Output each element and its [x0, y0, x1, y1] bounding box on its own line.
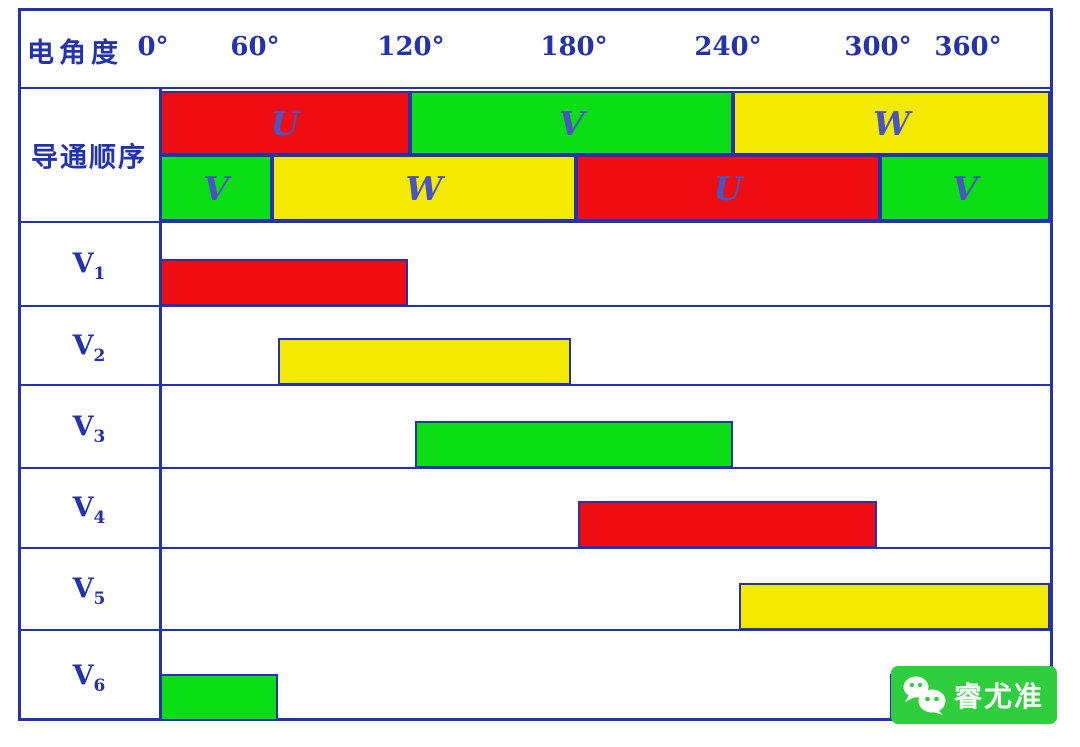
switch-bar-v2 — [278, 338, 571, 385]
table-outer-border — [18, 8, 1053, 721]
row-label-v1: V1 — [72, 248, 106, 284]
grid-line-h — [18, 87, 1053, 89]
switch-bar-v5 — [739, 583, 1050, 630]
phase-bar-v: V — [160, 155, 272, 221]
phase-bar-v: V — [880, 155, 1050, 221]
row-label-v6: V6 — [72, 660, 106, 696]
label-column-divider — [159, 88, 162, 721]
switch-bar-v3 — [415, 421, 733, 468]
watermark-text: 睿尤准 — [954, 680, 1045, 713]
row-label-v2: V2 — [72, 330, 106, 366]
axis-tick-label: 180° — [540, 32, 608, 62]
axis-tick-label: 240° — [694, 32, 762, 62]
row-label-sequence: 导通顺序 — [31, 142, 147, 174]
phase-bar-u: U — [576, 155, 880, 221]
phase-letter: V — [558, 103, 585, 143]
phase-letter: V — [952, 168, 978, 208]
wechat-icon — [903, 676, 946, 715]
phase-bar-w: W — [272, 155, 576, 221]
grid-line-h — [18, 384, 1053, 386]
phase-letter: V — [203, 168, 229, 208]
axis-tick-label: 300° — [844, 32, 912, 62]
axis-tick-label: 120° — [377, 32, 445, 62]
grid-line-h — [18, 547, 1053, 549]
watermark-badge: 睿尤准 — [891, 666, 1057, 724]
grid-line-h — [18, 221, 1053, 223]
grid-line-h — [18, 305, 1053, 307]
phase-letter: U — [270, 103, 300, 143]
axis-tick-label: 60° — [230, 32, 280, 62]
axis-title: 电角度 — [27, 38, 123, 69]
axis-tick-label: 0° — [137, 32, 169, 62]
grid-line-h — [18, 467, 1053, 469]
axis-tick-label: 360° — [934, 32, 1002, 62]
phase-letter: U — [713, 168, 743, 208]
row-label-v3: V3 — [72, 411, 106, 447]
row-label-v5: V5 — [72, 573, 106, 609]
phase-bar-u: U — [160, 91, 410, 155]
phase-letter: W — [872, 103, 911, 143]
phase-bar-v: V — [410, 91, 733, 155]
phase-letter: W — [405, 168, 443, 208]
switch-bar-v4 — [578, 501, 877, 548]
switch-bar-v1 — [160, 259, 408, 306]
grid-line-h — [18, 629, 1053, 631]
phase-bar-w: W — [733, 91, 1050, 155]
switch-bar-v6 — [160, 674, 278, 721]
row-label-v4: V4 — [72, 492, 106, 528]
